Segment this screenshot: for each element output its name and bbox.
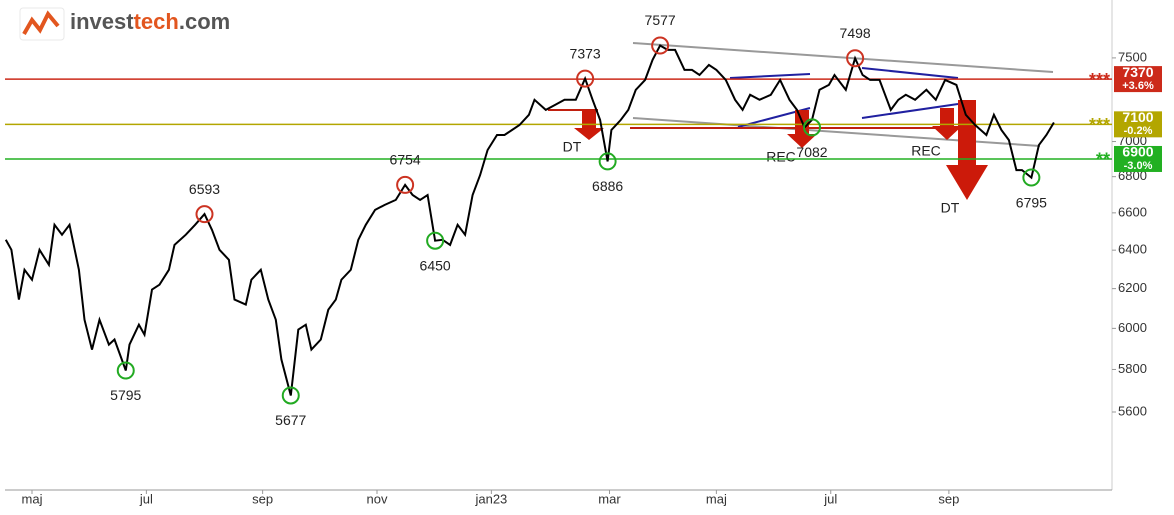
signal-label: DT bbox=[941, 200, 960, 216]
signal-label: DT bbox=[563, 139, 582, 155]
x-tick-label: jul bbox=[823, 491, 837, 506]
x-tick-label: jan23 bbox=[474, 491, 507, 506]
level-value: 7100 bbox=[1122, 109, 1153, 125]
trend-line bbox=[861, 67, 959, 79]
logo-text: investtech.com bbox=[70, 9, 230, 34]
extreme-marker bbox=[195, 205, 214, 224]
logo: investtech.com bbox=[19, 7, 230, 41]
level-value: 6900 bbox=[1122, 144, 1153, 160]
y-tick-label: 5800 bbox=[1118, 361, 1147, 376]
level-box bbox=[1114, 66, 1162, 93]
extreme-label: 5677 bbox=[275, 412, 306, 428]
signal-label: REC bbox=[911, 143, 941, 159]
level-stars: *** bbox=[1089, 115, 1110, 135]
x-tick-label: sep bbox=[252, 491, 273, 506]
extreme-marker bbox=[598, 152, 617, 171]
level-change: +3.6% bbox=[1122, 80, 1154, 92]
extreme-label: 6795 bbox=[1016, 194, 1047, 210]
trend-line bbox=[632, 117, 1041, 147]
x-tick-label: maj bbox=[22, 491, 43, 506]
extreme-marker bbox=[651, 36, 670, 55]
logo-icon bbox=[22, 10, 60, 35]
extreme-label: 7577 bbox=[645, 12, 676, 28]
y-tick-label: 6600 bbox=[1118, 204, 1147, 219]
extreme-marker bbox=[396, 175, 415, 194]
trend-line bbox=[861, 103, 959, 119]
level-change: -0.2% bbox=[1124, 125, 1153, 137]
logo-part: .com bbox=[179, 9, 230, 34]
level-box bbox=[1114, 111, 1162, 138]
extreme-marker bbox=[281, 386, 300, 405]
extreme-label: 6450 bbox=[420, 257, 451, 273]
x-tick-label: mar bbox=[598, 491, 621, 506]
signal-label: REC bbox=[766, 149, 796, 165]
x-tick-label: sep bbox=[938, 491, 959, 506]
extreme-marker bbox=[116, 361, 135, 380]
y-tick-label: 5600 bbox=[1118, 403, 1147, 418]
y-tick-label: 7500 bbox=[1118, 49, 1147, 64]
logo-part: invest bbox=[70, 9, 134, 34]
level-stars: ** bbox=[1096, 150, 1110, 170]
price-line bbox=[4, 44, 1055, 396]
level-value: 7370 bbox=[1122, 64, 1153, 80]
extreme-marker bbox=[1022, 168, 1041, 187]
extreme-marker bbox=[803, 118, 821, 137]
extreme-label: 7373 bbox=[570, 45, 601, 61]
extreme-marker bbox=[576, 69, 595, 88]
extreme-label: 6754 bbox=[390, 152, 421, 168]
logo-part: tech bbox=[134, 9, 179, 34]
sell-arrow bbox=[946, 100, 988, 200]
extreme-label: 7498 bbox=[840, 25, 871, 41]
x-tick-label: maj bbox=[706, 491, 727, 506]
level-box bbox=[1114, 145, 1162, 172]
level-change: -3.0% bbox=[1124, 160, 1153, 172]
extreme-label: 5795 bbox=[110, 387, 141, 403]
y-tick-label: 6400 bbox=[1118, 242, 1147, 257]
extreme-label: 6886 bbox=[592, 178, 623, 194]
sell-arrow bbox=[787, 110, 817, 148]
y-tick-label: 6000 bbox=[1118, 320, 1147, 335]
extreme-marker bbox=[846, 49, 865, 68]
trend-line bbox=[729, 73, 811, 79]
x-tick-label: jul bbox=[139, 491, 153, 506]
extreme-marker bbox=[426, 231, 445, 250]
extreme-label: 6593 bbox=[189, 181, 220, 197]
y-tick-label: 6200 bbox=[1118, 280, 1147, 295]
x-tick-label: nov bbox=[367, 491, 388, 506]
level-stars: *** bbox=[1089, 70, 1110, 90]
trend-line bbox=[632, 42, 1054, 73]
extreme-label: 7082 bbox=[796, 144, 827, 160]
